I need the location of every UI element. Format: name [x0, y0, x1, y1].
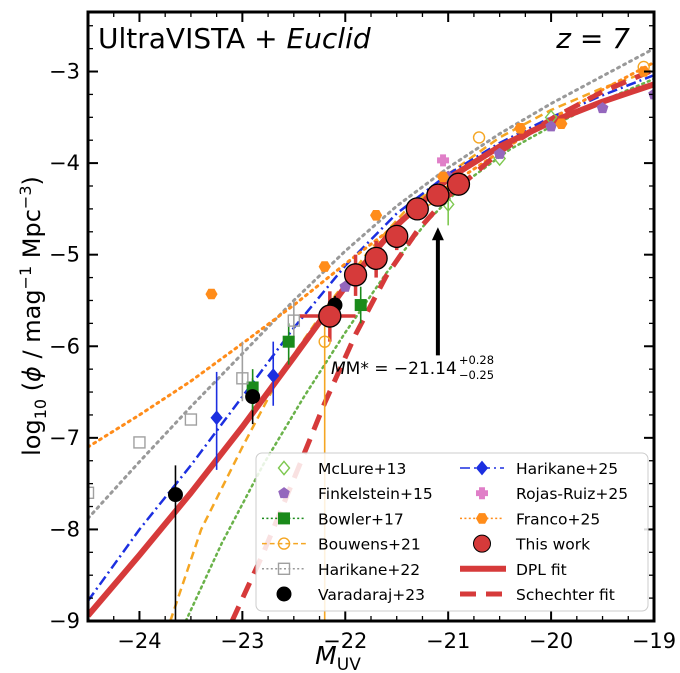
legend-label: Harikane+22	[318, 561, 420, 579]
legend-label: Bowler+17	[318, 510, 404, 528]
y-tick-label: −8	[49, 517, 80, 541]
franco-25-point	[514, 123, 527, 134]
legend-marker	[277, 460, 291, 476]
finkelstein-15-point	[545, 120, 557, 132]
mstar-upper-error: +0.28	[459, 353, 494, 367]
mstar-annotation: MM* = −21.14 +0.28 −0.25	[331, 227, 494, 382]
varadaraj-23-point	[245, 389, 261, 405]
legend-item-dpl-fit: DPL fit	[460, 561, 567, 579]
x-tick-label: −19	[632, 629, 676, 653]
franco-25-point	[205, 288, 218, 300]
x-tick-label: −22	[323, 629, 367, 653]
y-tick-label: −5	[49, 243, 80, 267]
this-work-point	[405, 197, 429, 221]
legend-label: Bouwens+21	[318, 536, 421, 554]
harikane-22-fit-line	[88, 47, 654, 520]
legend-item-harikane-25: Harikane+25	[460, 460, 618, 478]
y-tick-label: −3	[49, 60, 80, 84]
legend-label: McLure+13	[318, 460, 406, 478]
legend: McLure+13 Finkelstein+15 Bowler+17 Bouwens+…	[255, 452, 649, 612]
legend-marker	[276, 586, 292, 602]
harikane-25-point	[267, 368, 280, 383]
bowler-17-point	[354, 299, 367, 312]
this-work-point	[385, 224, 409, 249]
x-tick-label: −20	[529, 629, 573, 653]
franco-25-fit-line	[88, 60, 654, 449]
legend-item-this-work: This work	[473, 534, 590, 554]
x-tick-label: −24	[117, 629, 161, 653]
axis-ticks: −24 −23 −22 −21 −20 −19 −9 −8 −7 −6 −5 −4 −3	[49, 12, 676, 653]
harikane-22-point	[184, 413, 198, 426]
legend-label: Harikane+25	[516, 460, 618, 478]
legend-label: Rojas-Ruiz+25	[516, 485, 628, 503]
y-axis-label: log10 (ϕ / mag−1 Mpc−3)	[16, 176, 50, 456]
y-tick-label: −4	[49, 151, 80, 175]
legend-label: Schechter fit	[516, 586, 615, 604]
legend-marker	[278, 487, 290, 499]
harikane-25-point	[210, 410, 223, 426]
y-tick-label: −7	[49, 426, 80, 450]
franco-25-point	[436, 171, 450, 183]
title-italic: Euclid	[286, 22, 370, 55]
legend-marker	[475, 460, 489, 476]
legend-label: Finkelstein+15	[318, 485, 433, 503]
franco-25-point	[637, 66, 650, 77]
harikane-22-point	[236, 372, 249, 385]
mstar-lower-error: −0.25	[459, 368, 494, 382]
finkelstein-15-point	[493, 147, 506, 159]
legend-label: This work	[515, 536, 590, 554]
legend-marker	[475, 513, 489, 524]
this-work-point	[446, 172, 471, 196]
x-tick-label: −23	[220, 629, 264, 653]
legend-item-mclure-13: McLure+13	[277, 460, 406, 478]
legend-item-varadaraj-23: Varadaraj+23	[276, 586, 425, 604]
mstar-value: M* = −21.14	[346, 359, 457, 379]
varadaraj-23-point	[167, 487, 183, 503]
this-work-point	[343, 263, 368, 287]
y-tick-label: −6	[49, 334, 80, 358]
legend-marker	[278, 512, 290, 525]
finkelstein-15-point	[596, 102, 609, 114]
y-tick-label: −9	[49, 609, 80, 633]
redshift-label: z = 7	[555, 22, 630, 55]
legend-marker	[473, 534, 491, 553]
harikane-22-point	[88, 486, 95, 499]
harikane-22-point	[133, 436, 146, 449]
legend-item-bouwens-21: Bouwens+21	[262, 536, 421, 554]
bowler-17-point	[282, 335, 295, 348]
x-tick-label: −21	[426, 629, 470, 653]
legend-marker	[277, 562, 291, 575]
franco-25-point	[318, 261, 331, 272]
mstar-label: MM* = −21.14	[331, 359, 457, 379]
franco-25-point	[370, 210, 383, 221]
franco-25-point	[555, 118, 568, 129]
bouwens-21-point	[472, 131, 486, 144]
legend-item-finkelstein-15: Finkelstein+15	[278, 485, 433, 503]
x-axis-label: MUV	[315, 641, 361, 673]
mstar-arrow-head	[431, 227, 444, 241]
legend-item-bowler-17: Bowler+17	[262, 510, 404, 528]
legend-item-franco-25: Franco+25	[460, 510, 600, 528]
harikane-22-point	[287, 314, 301, 327]
legend-box	[255, 452, 649, 612]
this-work-point	[364, 246, 388, 270]
legend-item-harikane-22: Harikane+22	[262, 561, 420, 579]
bouwens-21-point	[318, 335, 331, 348]
legend-marker	[277, 537, 291, 550]
legend-label: DPL fit	[516, 561, 567, 579]
legend-label: Franco+25	[516, 510, 600, 528]
rojas-ruiz-25-point	[437, 154, 450, 167]
chart-title: UltraVISTA + Euclid	[98, 22, 371, 55]
title-plain: UltraVISTA +	[98, 22, 286, 55]
mstar-symbol: M	[331, 359, 346, 379]
legend-label: Varadaraj+23	[318, 586, 425, 604]
this-work-point	[318, 304, 342, 328]
data-markers	[88, 60, 654, 503]
this-work-point	[426, 183, 450, 207]
legend-marker	[476, 487, 488, 500]
legend-item-rojas-ruiz-25: Rojas-Ruiz+25	[476, 485, 628, 503]
legend-item-schechter-fit: Schechter fit	[460, 586, 615, 604]
